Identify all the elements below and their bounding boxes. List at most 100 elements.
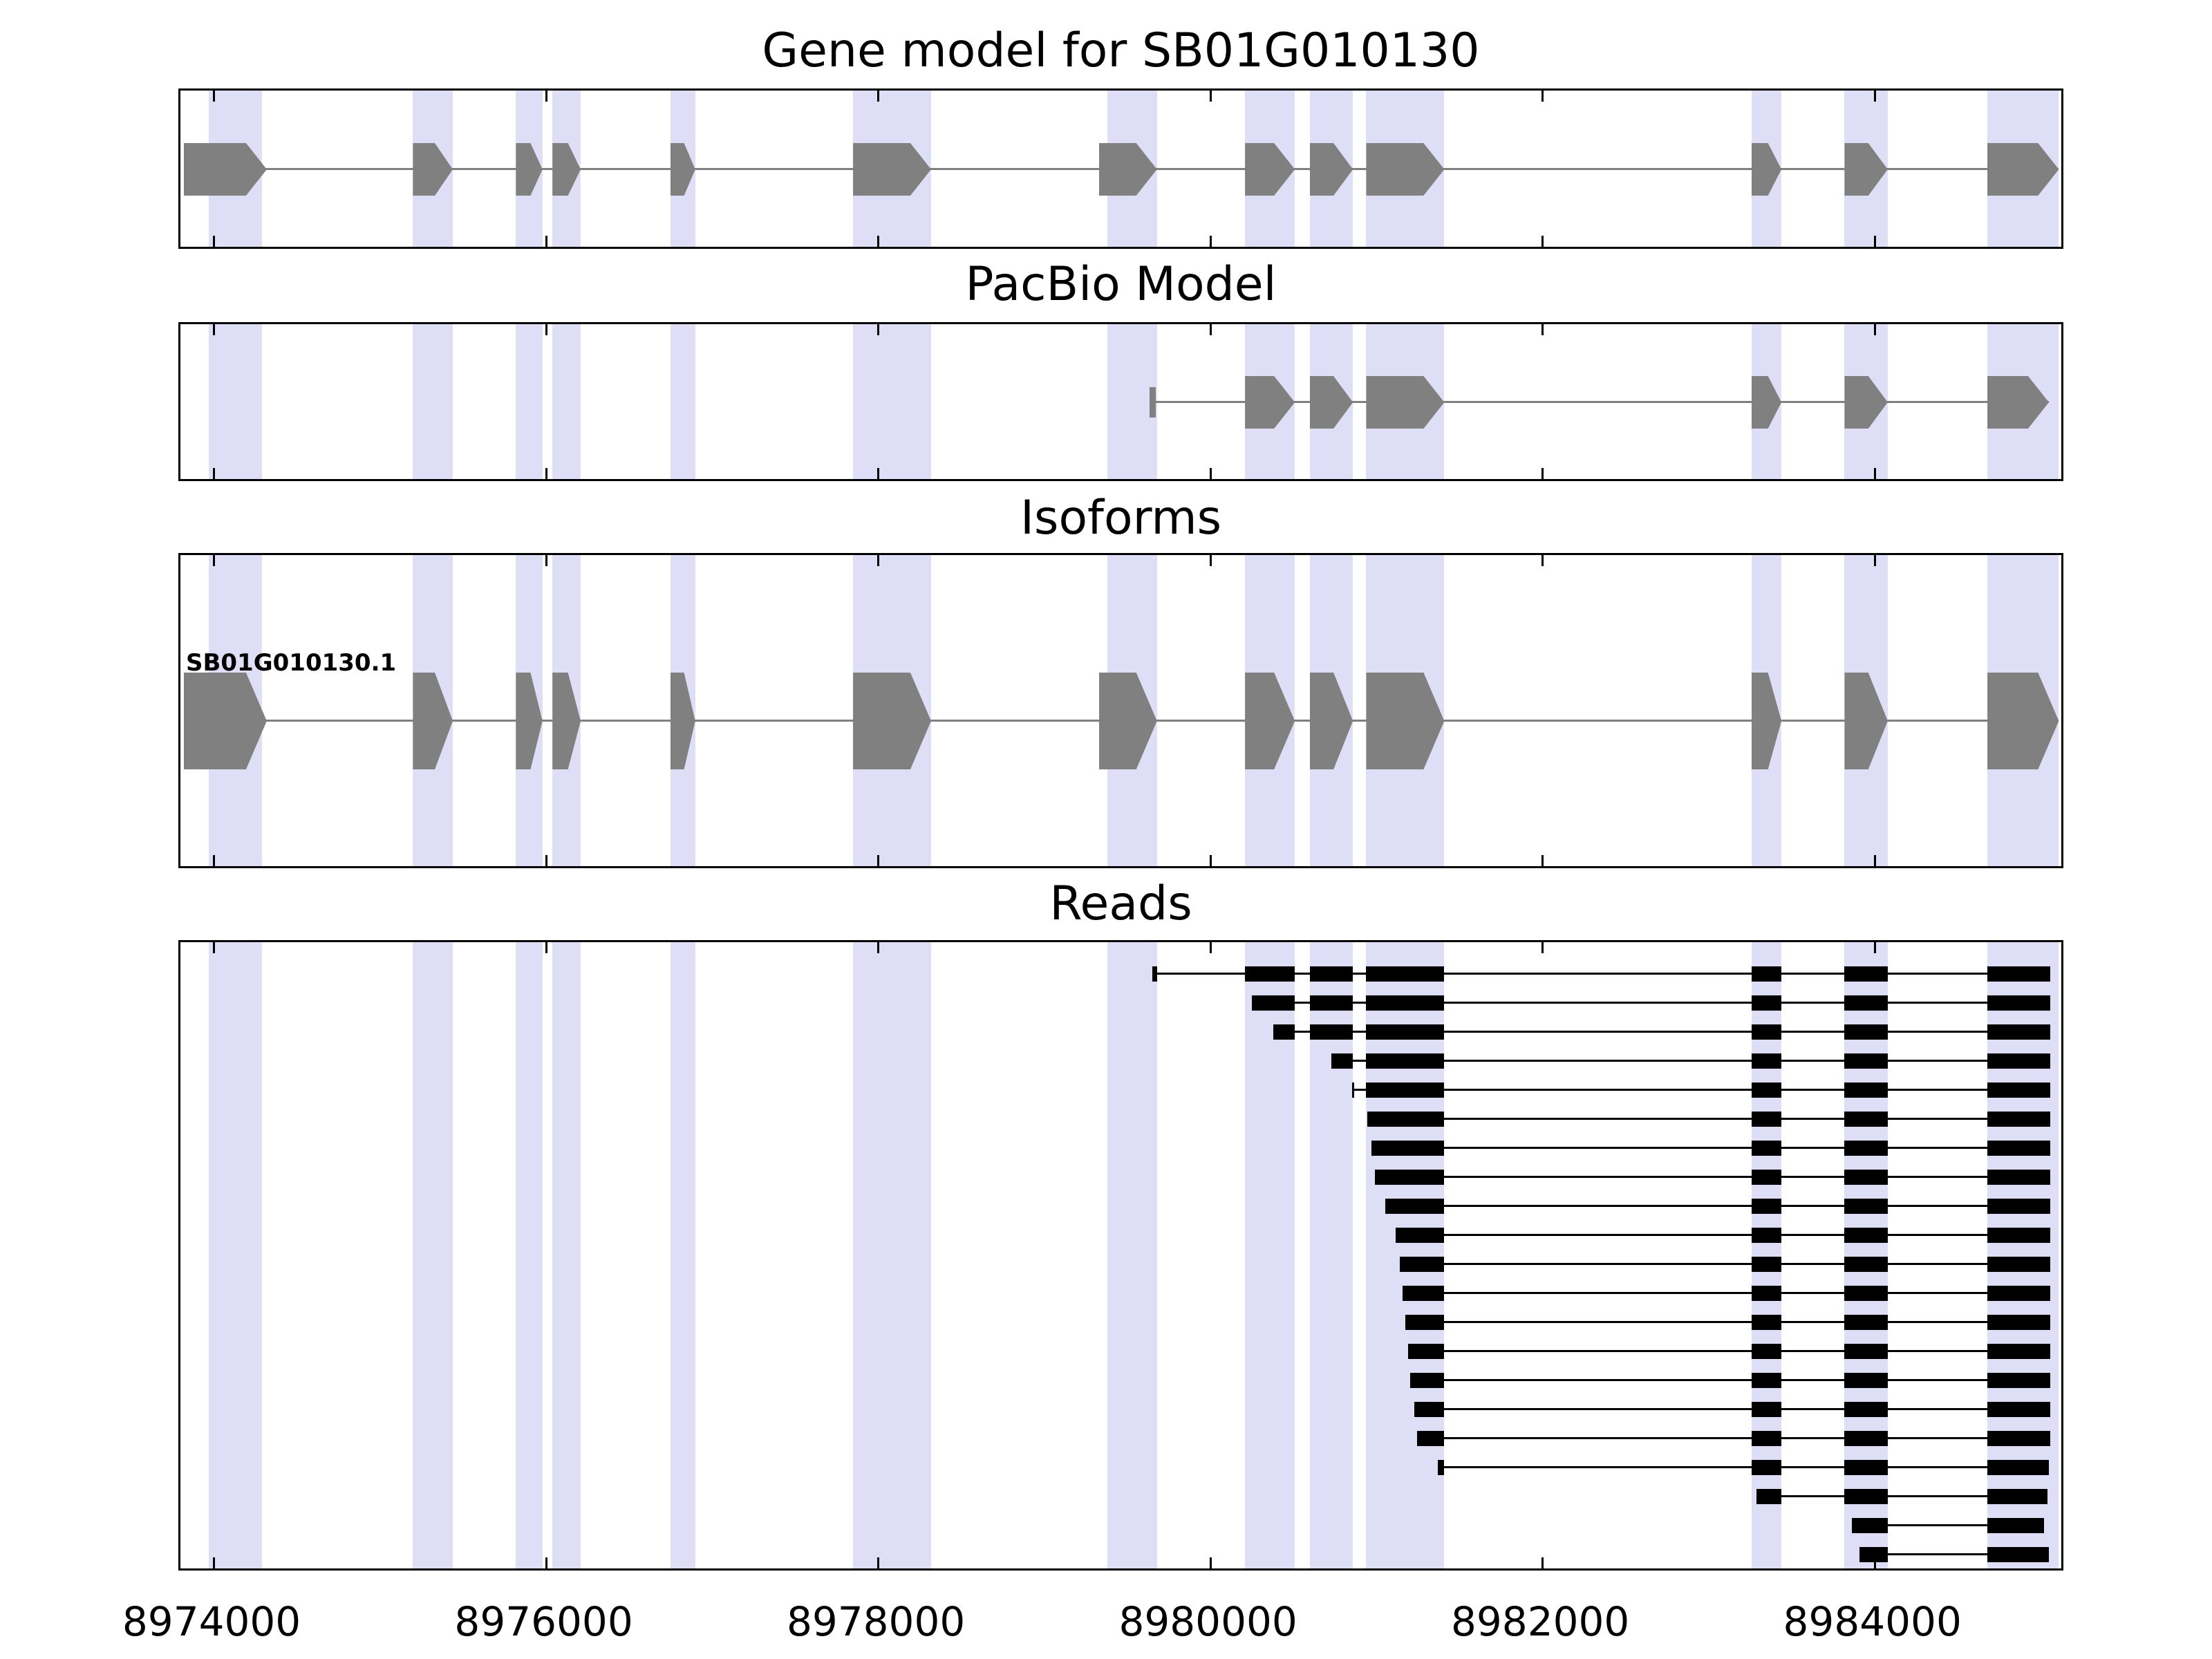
read-block <box>1399 1257 1445 1272</box>
axis-tick-mark <box>213 942 216 953</box>
highlight-band <box>413 942 453 1568</box>
read-block <box>1395 1228 1445 1243</box>
read-block <box>1331 1053 1353 1069</box>
exon-block <box>184 143 267 196</box>
axis-tick-mark <box>213 91 216 102</box>
read-block <box>1987 995 2051 1011</box>
read-block <box>1987 1547 2049 1562</box>
read-block <box>1844 1460 1888 1475</box>
axis-tick-mark <box>1541 91 1544 102</box>
read-block <box>1844 1315 1888 1330</box>
read-block <box>1987 1141 2051 1156</box>
axis-tick-mark <box>213 236 216 247</box>
read-block <box>1251 995 1295 1011</box>
read-block <box>1152 966 1157 982</box>
read-block <box>1751 1315 1782 1330</box>
reads-title: Reads <box>1049 877 1192 931</box>
highlight-band <box>1245 942 1295 1568</box>
axis-tick-mark <box>1209 555 1212 566</box>
axis-tick-mark <box>1873 236 1876 247</box>
read-block <box>1844 1141 1888 1156</box>
read-line <box>1273 1031 2051 1033</box>
axis-tick-mark <box>877 855 880 866</box>
read-block <box>1987 1460 2049 1475</box>
read-line <box>1405 1321 2051 1323</box>
axis-tick-mark <box>1209 942 1212 953</box>
read-block <box>1385 1199 1445 1214</box>
read-line <box>1367 1118 2051 1120</box>
axis-tick-mark <box>877 91 880 102</box>
read-block <box>1751 1199 1782 1214</box>
read-block <box>1751 1024 1782 1040</box>
read-line <box>1251 1002 2051 1004</box>
read-block <box>1751 1053 1782 1069</box>
highlight-band <box>1366 942 1445 1568</box>
read-line <box>1152 973 2051 975</box>
x-tick-label: 8976000 <box>454 1598 633 1645</box>
isoforms-title: Isoforms <box>1020 491 1222 545</box>
axis-tick-mark <box>877 555 880 566</box>
highlight-band <box>552 324 581 479</box>
pacbio-panel <box>178 322 2063 481</box>
axis-tick-mark <box>545 324 547 335</box>
read-line <box>1416 1437 2051 1439</box>
axis-tick-mark <box>1873 555 1876 566</box>
read-block <box>1751 1112 1782 1127</box>
axis-tick-mark <box>545 855 547 866</box>
highlight-band <box>1107 324 1157 479</box>
axis-tick-mark <box>1541 324 1544 335</box>
read-block <box>1309 995 1353 1011</box>
read-block <box>1309 966 1353 982</box>
axis-tick-mark <box>1873 324 1876 335</box>
axis-tick-mark <box>1873 942 1876 953</box>
read-block <box>1844 1489 1888 1504</box>
read-line <box>1756 1495 2047 1497</box>
read-line <box>1371 1147 2051 1149</box>
axis-tick-mark <box>1873 1557 1876 1568</box>
axis-tick-mark <box>1873 855 1876 866</box>
read-block <box>1844 1112 1888 1127</box>
axis-tick-mark <box>213 555 216 566</box>
read-block <box>1987 1286 2051 1301</box>
highlight-band <box>853 324 931 479</box>
intron-line <box>1152 401 2049 403</box>
read-block <box>1366 995 1445 1011</box>
axis-tick-mark <box>877 942 880 953</box>
read-line <box>1385 1205 2051 1207</box>
read-block <box>1407 1344 1445 1359</box>
read-block <box>1366 1024 1445 1040</box>
gene-model-title: Gene model for SB01G010130 <box>762 24 1480 78</box>
read-block <box>1751 1431 1782 1446</box>
read-block <box>1751 1402 1782 1417</box>
axis-tick-mark <box>877 236 880 247</box>
read-block <box>1751 1344 1782 1359</box>
x-tick-label: 8978000 <box>786 1598 966 1645</box>
read-block <box>1751 1286 1782 1301</box>
read-block <box>1844 1170 1888 1185</box>
read-block <box>1844 1228 1888 1243</box>
read-line <box>1410 1379 2051 1381</box>
x-axis: 8974000 8976000 8978000 8980000 8982000 89840… <box>0 1598 2212 1659</box>
read-block <box>1987 1170 2051 1185</box>
axis-tick-mark <box>1209 468 1212 479</box>
read-line <box>1395 1234 2051 1236</box>
read-block <box>1405 1315 1445 1330</box>
axis-tick-mark <box>545 942 547 953</box>
highlight-band <box>516 942 543 1568</box>
read-block <box>1987 1344 2051 1359</box>
axis-tick-mark <box>1541 555 1544 566</box>
read-block <box>1987 1402 2051 1417</box>
read-block <box>1844 1199 1888 1214</box>
read-block <box>1987 1315 2051 1330</box>
read-line <box>1859 1553 2049 1555</box>
highlight-band <box>1107 942 1157 1568</box>
axis-tick-mark <box>1209 324 1212 335</box>
highlight-band <box>552 942 581 1568</box>
axis-tick-mark <box>545 468 547 479</box>
read-block <box>1414 1402 1445 1417</box>
reads-panel <box>178 940 2063 1571</box>
axis-tick-mark <box>1541 942 1544 953</box>
highlight-band <box>853 942 931 1568</box>
read-block <box>1367 1112 1445 1127</box>
